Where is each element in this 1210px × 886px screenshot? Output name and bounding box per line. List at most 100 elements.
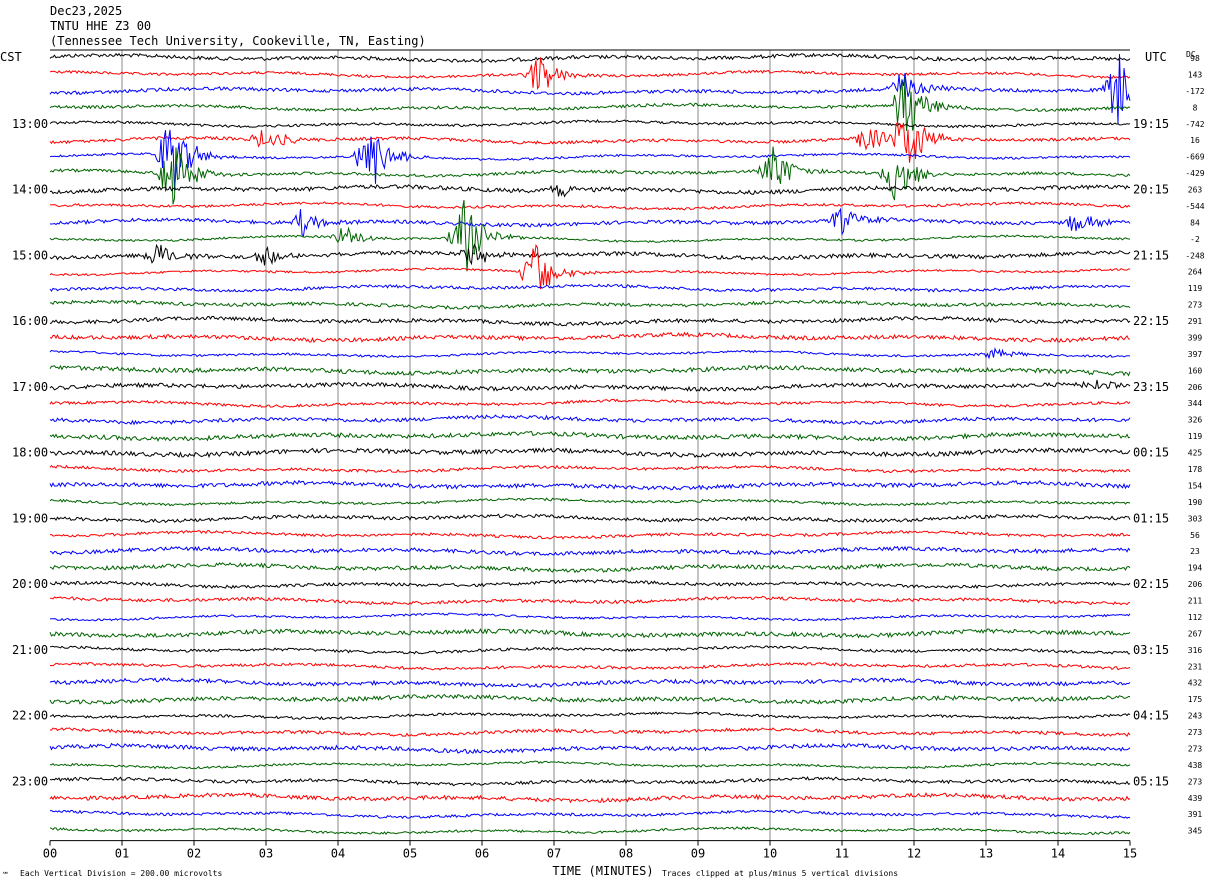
dc-offset-label: 273 (1188, 728, 1203, 737)
seismic-traces (49, 52, 1131, 836)
dc-offset-label: 119 (1188, 432, 1203, 441)
clip-note: Traces clipped at plus/minus 5 vertical … (662, 869, 898, 878)
corner-mark: ℠ (2, 871, 9, 879)
dc-offset-label: 344 (1188, 399, 1203, 408)
seismic-trace (49, 826, 1131, 836)
dc-offset-label: 438 (1188, 761, 1203, 770)
x-tick-label: 15 (1123, 847, 1137, 861)
seismic-trace (49, 776, 1131, 787)
x-tick-label: 00 (43, 847, 57, 861)
seismic-trace (49, 201, 1131, 211)
left-hour-label: 13:00 (12, 117, 48, 131)
right-timezone-label: UTC (1145, 50, 1167, 64)
x-tick-label: 05 (403, 847, 417, 861)
x-tick-label: 01 (115, 847, 129, 861)
seismic-trace (49, 283, 1131, 293)
seismic-trace (49, 299, 1131, 310)
seismic-trace (49, 545, 1131, 557)
dc-offset-label: 264 (1188, 268, 1203, 277)
right-hour-label: 03:15 (1133, 643, 1169, 657)
x-tick-label: 08 (619, 847, 633, 861)
seismic-trace (49, 331, 1131, 344)
dc-offset-label: 391 (1188, 810, 1203, 819)
dc-offset-label: 56 (1190, 531, 1200, 540)
seismic-trace (49, 121, 1131, 163)
seismic-trace (49, 711, 1131, 721)
x-tick-label: 07 (547, 847, 561, 861)
dc-offset-label: 23 (1190, 547, 1200, 556)
dc-offset-label: 154 (1188, 481, 1203, 490)
dc-offset-label: 98 (1190, 54, 1200, 63)
seismic-trace (49, 199, 1131, 272)
x-tick-label: 02 (187, 847, 201, 861)
dc-header-label: DC (1186, 50, 1196, 59)
seismic-trace (49, 513, 1131, 523)
x-tick-label: 10 (763, 847, 777, 861)
axis-labels: 98 143 -172 8 -742 16 -669 -429 263 -544 84 -2 -248 2… (2, 50, 1205, 879)
dc-offset-label: 432 (1188, 679, 1203, 688)
left-hour-label: 18:00 (12, 446, 48, 460)
seismic-trace (49, 792, 1131, 804)
dc-offset-label: 267 (1188, 629, 1203, 638)
dc-offset-label: 84 (1190, 218, 1200, 227)
dc-offset-label: 211 (1188, 597, 1203, 606)
seismic-trace (49, 497, 1131, 507)
left-hour-label: 16:00 (12, 314, 48, 328)
dc-offset-label: 178 (1188, 465, 1203, 474)
dc-offset-label: 345 (1188, 827, 1203, 836)
x-tick-label: 12 (907, 847, 921, 861)
dc-offset-label: 425 (1188, 449, 1203, 458)
seismic-trace (49, 77, 1131, 131)
x-tick-label: 06 (475, 847, 489, 861)
seismic-trace (49, 579, 1131, 590)
right-hour-label: 01:15 (1133, 511, 1169, 525)
seismic-trace (49, 612, 1131, 622)
x-tick-label: 04 (331, 847, 345, 861)
scale-note: Each Vertical Division = 200.00 microvol… (20, 869, 222, 878)
seismic-trace (49, 243, 1131, 290)
left-hour-label: 14:00 (12, 183, 48, 197)
x-tick-label: 11 (835, 847, 849, 861)
dc-offset-label: -248 (1185, 251, 1204, 260)
dc-offset-label: 273 (1188, 744, 1203, 753)
seismic-trace (49, 661, 1131, 671)
x-tick-label: 14 (1051, 847, 1065, 861)
seismic-trace (49, 398, 1131, 408)
seismic-trace (49, 760, 1131, 770)
dc-offset-label: 439 (1188, 794, 1203, 803)
x-tick-label: 03 (259, 847, 273, 861)
dc-offset-label: 291 (1188, 317, 1203, 326)
x-axis-title: TIME (MINUTES) (552, 864, 653, 878)
seismic-trace (49, 207, 1131, 237)
dc-offset-label: 143 (1188, 70, 1203, 79)
seismic-trace (49, 628, 1131, 639)
seismic-trace (49, 315, 1131, 327)
seismic-trace (49, 129, 1131, 191)
left-hour-label: 15:00 (12, 248, 48, 262)
seismic-trace (49, 479, 1131, 491)
dc-offset-label: 206 (1188, 580, 1203, 589)
right-hour-label: 20:15 (1133, 183, 1169, 197)
seismic-trace (49, 414, 1131, 426)
dc-offset-label: 8 (1193, 103, 1198, 112)
right-hour-label: 21:15 (1133, 248, 1169, 262)
seismic-trace (49, 243, 1131, 266)
seismic-trace (49, 364, 1131, 377)
left-hour-label: 22:00 (12, 709, 48, 723)
dc-offset-label: 231 (1188, 662, 1203, 671)
left-hour-label: 21:00 (12, 643, 48, 657)
dc-offset-label: 263 (1188, 186, 1203, 195)
grid-lines (121, 50, 1059, 841)
left-hour-label: 20:00 (12, 577, 48, 591)
dc-offset-label: 273 (1188, 777, 1203, 786)
seismic-trace (49, 119, 1131, 129)
plot-frame (49, 49, 1131, 846)
dc-offset-label: -2 (1190, 235, 1200, 244)
header-date: Dec23,2025 (50, 4, 123, 18)
seismic-trace (49, 447, 1131, 459)
dc-offset-label: 175 (1188, 695, 1203, 704)
dc-offset-label: 399 (1188, 333, 1203, 342)
seismic-trace (49, 677, 1131, 689)
seismic-trace (49, 54, 1131, 125)
